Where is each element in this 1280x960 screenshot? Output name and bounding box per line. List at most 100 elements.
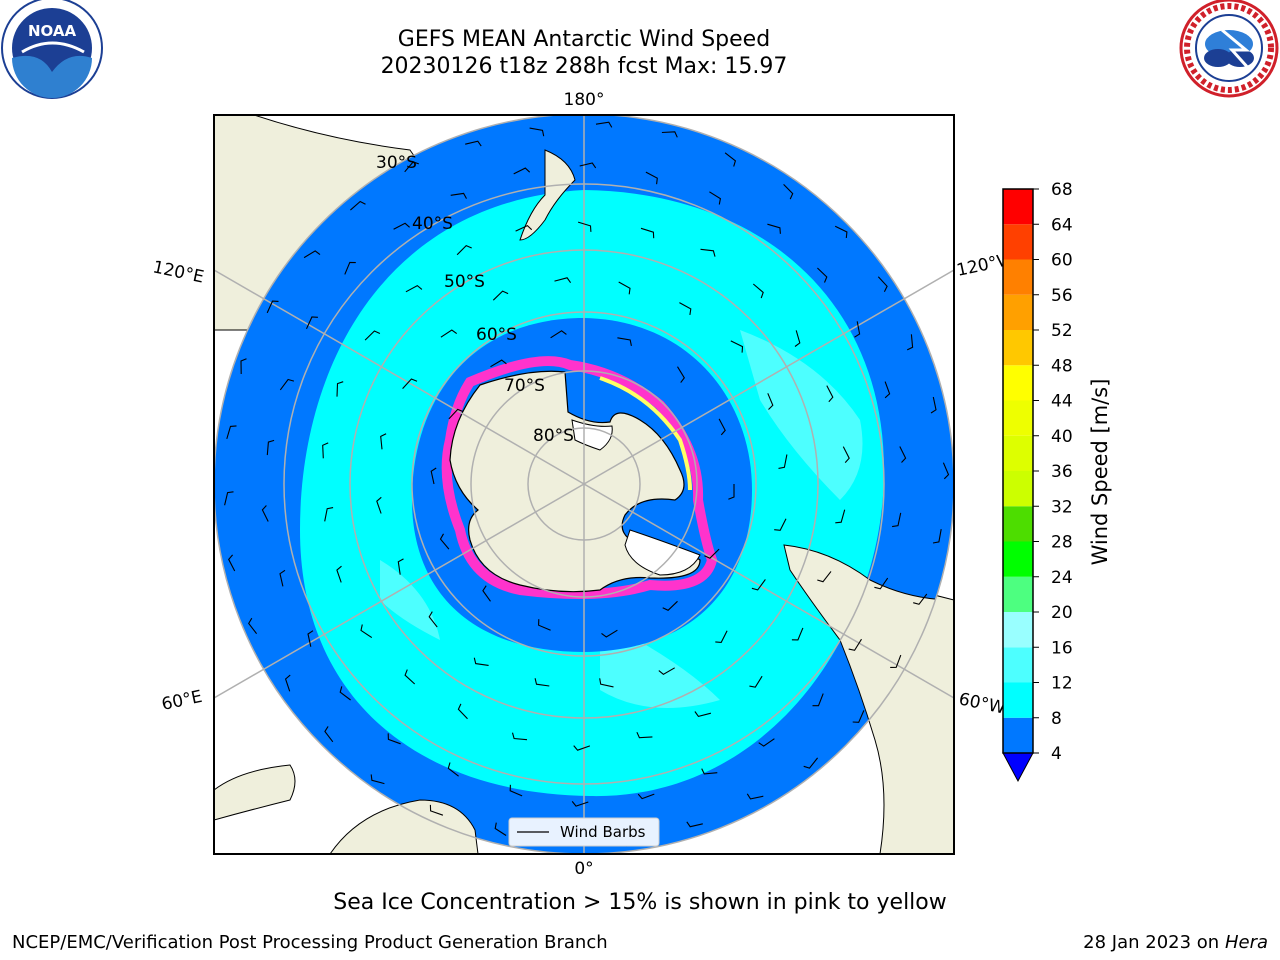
wind-barb bbox=[324, 507, 334, 522]
wind-barb bbox=[490, 359, 507, 368]
wind-barb bbox=[456, 244, 472, 256]
wind-barb bbox=[261, 505, 269, 522]
wind-barb bbox=[686, 821, 703, 828]
colorbar-tick-label-16: 68 bbox=[1051, 180, 1073, 200]
wind-barb bbox=[899, 446, 907, 463]
wind-barb bbox=[448, 408, 464, 420]
colorbar-tick-label-12: 52 bbox=[1051, 321, 1073, 341]
wind-barb bbox=[284, 674, 291, 692]
wind-barb bbox=[324, 726, 334, 743]
colorbar-tick-label-14: 60 bbox=[1051, 251, 1073, 271]
wind-barb bbox=[618, 281, 631, 295]
wind-barb bbox=[515, 224, 533, 232]
antarctic-wind-map: NOAA bbox=[1, 0, 1279, 879]
wind-barb bbox=[554, 277, 572, 284]
wind-barb bbox=[405, 284, 423, 293]
wind-barb bbox=[783, 184, 794, 200]
wind-barb bbox=[700, 248, 716, 257]
wind-barb bbox=[817, 571, 832, 583]
wind-barb bbox=[360, 624, 373, 639]
wind-barb bbox=[749, 675, 763, 688]
noaa-logo: NOAA bbox=[1, 0, 103, 99]
wind-barb bbox=[884, 381, 891, 399]
wind-barbs-legend: Wind Barbs bbox=[508, 817, 660, 847]
wind-barb bbox=[404, 161, 419, 173]
colorbar-tick-label-0: 4 bbox=[1051, 744, 1062, 764]
wind-barb bbox=[303, 250, 321, 259]
caption: Sea Ice Concentration > 15% is shown in … bbox=[333, 890, 947, 915]
wind-barb bbox=[677, 366, 685, 383]
wind-barb bbox=[842, 446, 850, 463]
wind-barb bbox=[534, 678, 550, 687]
colorbar-tick-label-4: 20 bbox=[1051, 603, 1073, 623]
wind-barb bbox=[679, 302, 692, 315]
wind-barb bbox=[877, 276, 888, 292]
legend-label: Wind Barbs bbox=[560, 823, 646, 841]
wind-barb bbox=[892, 512, 902, 528]
wind-barb bbox=[854, 321, 861, 338]
colorbar-tick-label-3: 16 bbox=[1051, 638, 1073, 658]
wind-barb bbox=[364, 330, 381, 341]
wind-barb bbox=[376, 496, 382, 514]
wind-barb bbox=[538, 619, 551, 631]
wind-barb bbox=[492, 290, 509, 301]
lon-label-60e: 60°E bbox=[160, 687, 204, 715]
wind-barb bbox=[550, 330, 567, 339]
wind-barb bbox=[852, 710, 865, 723]
wind-barb bbox=[637, 793, 655, 800]
chart-subtitle: 20230126 t18z 288h fcst Max: 15.97 bbox=[380, 54, 788, 79]
colorbar-tick-label-7: 32 bbox=[1051, 497, 1073, 517]
wind-barb bbox=[848, 638, 862, 651]
wind-barb bbox=[429, 804, 444, 816]
lat-label-80: 80°S bbox=[533, 426, 574, 446]
wind-barb bbox=[636, 731, 653, 739]
wind-barb bbox=[573, 745, 591, 751]
wind-barb bbox=[305, 316, 318, 330]
wind-barb bbox=[658, 667, 675, 675]
wind-barb bbox=[266, 300, 279, 314]
wind-barb bbox=[266, 439, 275, 456]
wind-barb bbox=[509, 784, 523, 797]
wind-barb bbox=[778, 454, 788, 469]
colorbar-bin-1 bbox=[1003, 682, 1033, 718]
wind-barb bbox=[457, 703, 468, 720]
wind-barb bbox=[336, 381, 344, 397]
colorbar-bin-7 bbox=[1003, 471, 1033, 507]
wind-barb bbox=[709, 191, 722, 205]
wind-barb bbox=[307, 630, 314, 647]
wind-barb bbox=[752, 283, 764, 299]
wind-barb bbox=[617, 337, 632, 347]
wind-barb bbox=[380, 433, 387, 450]
colorbar-bin-11 bbox=[1003, 330, 1033, 366]
wind-barb bbox=[890, 654, 902, 668]
colorbar-bin-3 bbox=[1003, 612, 1033, 648]
wind-barb bbox=[404, 669, 416, 685]
wind-barb bbox=[601, 629, 618, 638]
wind-barb bbox=[913, 593, 928, 605]
colorbar-bin-15 bbox=[1003, 189, 1033, 225]
colorbar-tick-label-8: 36 bbox=[1051, 462, 1073, 482]
wind-barb bbox=[571, 801, 589, 807]
wind-barb bbox=[279, 569, 286, 587]
colorbar-label: Wind Speed [m/s] bbox=[1088, 379, 1112, 566]
wind-barb bbox=[465, 140, 482, 147]
wind-barb bbox=[767, 223, 781, 234]
colorbar-tick-label-11: 48 bbox=[1051, 356, 1073, 376]
wind-barb bbox=[440, 329, 458, 338]
lon-label-0: 0° bbox=[574, 859, 593, 879]
wind-barb bbox=[661, 131, 678, 138]
lon-label-60w: 60°W bbox=[957, 689, 1007, 718]
wind-barb bbox=[746, 793, 764, 800]
wind-barb bbox=[932, 529, 942, 544]
colorbar-bin-8 bbox=[1003, 435, 1033, 471]
lat-label-60: 60°S bbox=[476, 325, 517, 345]
lat-label-70: 70°S bbox=[504, 376, 545, 396]
footer-date: 28 Jan 2023 on Hera bbox=[1083, 932, 1268, 953]
wind-barb bbox=[834, 225, 848, 239]
wind-barb bbox=[439, 533, 450, 550]
wind-barb bbox=[694, 711, 712, 718]
wind-barb bbox=[767, 393, 774, 410]
wind-barb bbox=[240, 358, 247, 375]
colorbar-bin-6 bbox=[1003, 506, 1033, 542]
colorbar-under-arrow bbox=[1002, 752, 1034, 783]
